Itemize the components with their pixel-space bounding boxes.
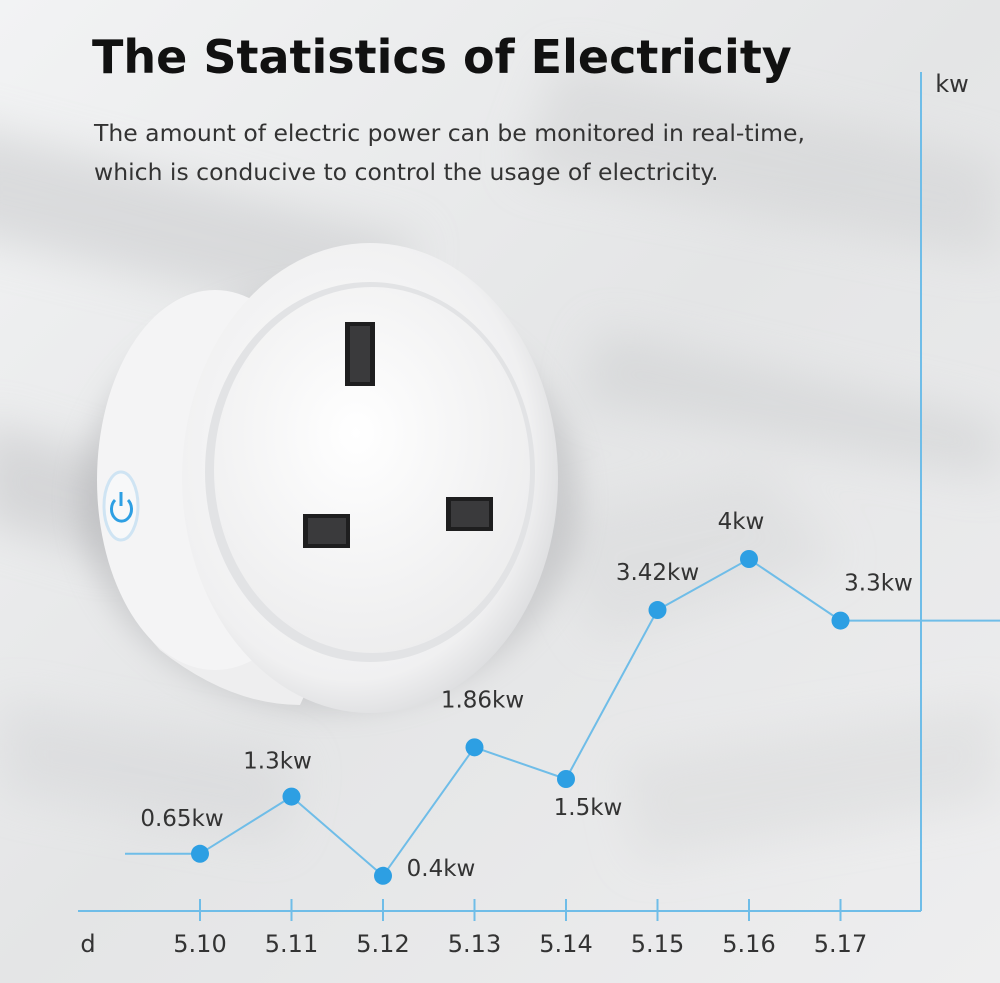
x-tick-label: 5.12	[356, 930, 409, 958]
data-label: 1.86kw	[441, 687, 524, 713]
x-tick-label: 5.15	[631, 930, 684, 958]
x-axis-label: d	[80, 930, 95, 958]
data-label: 0.4kw	[407, 856, 476, 882]
data-label: 3.42kw	[616, 560, 699, 586]
x-tick-label: 5.10	[173, 930, 226, 958]
page-title: The Statistics of Electricity	[92, 30, 792, 84]
data-point	[557, 770, 575, 788]
data-point	[282, 787, 301, 806]
data-point	[374, 866, 392, 885]
x-tick-label: 5.13	[448, 930, 501, 958]
power-icon	[102, 470, 140, 542]
data-point	[740, 550, 758, 568]
subtitle-line-2: which is conducive to control the usage …	[94, 158, 719, 186]
data-label: 1.3kw	[243, 749, 312, 775]
data-point	[831, 611, 850, 630]
data-label: 3.3kw	[844, 571, 913, 597]
data-label: 4kw	[718, 509, 765, 535]
y-axis-label: kw	[935, 70, 969, 98]
data-point	[191, 844, 209, 863]
series-line	[125, 557, 1000, 878]
data-label: 0.65kw	[140, 806, 223, 832]
data-point	[465, 738, 484, 757]
page-subtitle: The amount of electric power can be moni…	[94, 114, 914, 192]
subtitle-line-1: The amount of electric power can be moni…	[94, 119, 805, 147]
x-tick-label: 5.16	[722, 930, 775, 958]
x-tick-label: 5.14	[539, 930, 592, 958]
data-label: 1.5kw	[554, 795, 623, 821]
x-tick-label: 5.17	[814, 930, 867, 958]
data-point	[648, 601, 667, 620]
x-tick-label: 5.11	[265, 930, 318, 958]
